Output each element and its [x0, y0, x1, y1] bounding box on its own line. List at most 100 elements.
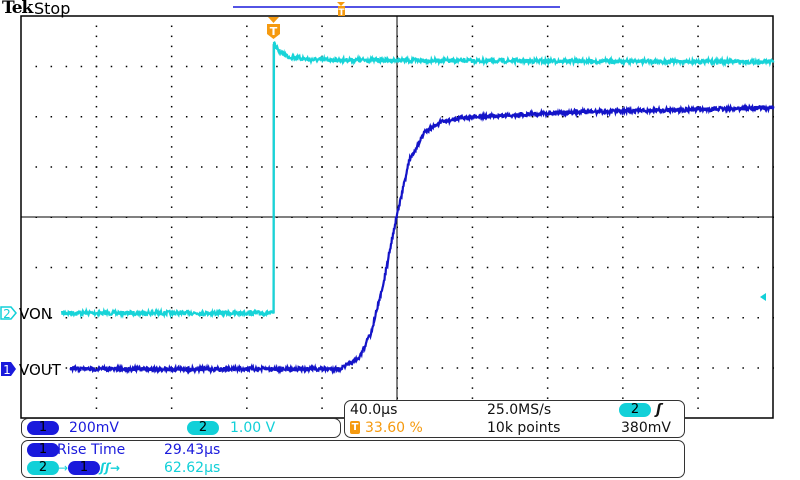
ch1-ground-marker-icon: 1: [1, 362, 16, 377]
trigger-level-marker-icon: [760, 293, 766, 301]
grid-dot: [246, 407, 248, 409]
grid-dot: [291, 116, 293, 118]
grid-dot: [772, 65, 774, 68]
grid-dot: [321, 136, 323, 138]
grid-dot: [592, 317, 594, 319]
grid-dot: [321, 246, 323, 249]
grid-dot: [622, 166, 624, 168]
grid-dot: [35, 65, 38, 68]
grid-dot: [471, 95, 474, 98]
grid-dot: [170, 45, 173, 48]
grid-dot: [667, 367, 669, 369]
grid-dot: [185, 266, 188, 269]
grid-dot: [561, 116, 564, 118]
grid-dot: [531, 266, 534, 269]
grid-dot: [246, 387, 248, 389]
ch2-badge[interactable]: 2: [187, 421, 219, 435]
grid-dot: [727, 266, 729, 269]
grid-dot: [170, 357, 173, 359]
grid-dot: [95, 186, 98, 188]
grid-dot: [471, 286, 474, 289]
grid-dot: [697, 306, 699, 309]
ch2-label: VON: [19, 305, 52, 323]
grid-dot: [246, 266, 248, 269]
trigger-source-badge[interactable]: 2: [619, 403, 651, 417]
grid-dot: [576, 266, 579, 269]
grid-dot: [546, 357, 549, 359]
grid-dot: [727, 116, 729, 118]
grid-dot: [441, 116, 444, 118]
grid-dot: [170, 186, 173, 188]
grid-dot: [185, 166, 188, 168]
grid-dot: [607, 266, 609, 269]
grid-dot: [546, 176, 549, 178]
grid-dot: [125, 317, 128, 319]
trigger-position-icon: T: [350, 421, 360, 434]
grid-dot: [50, 367, 53, 369]
grid-dot: [336, 317, 338, 319]
arrow-icon: →: [58, 461, 69, 475]
grid-dot: [622, 246, 624, 249]
grid-dot: [170, 146, 173, 148]
grid-dot: [697, 357, 699, 359]
ch2-scale: 1.00 V: [230, 420, 276, 436]
vertical-scale-panel[interactable]: 1 200mV 2 1.00 V: [21, 418, 341, 438]
grid-dot: [531, 367, 534, 369]
grid-dot: [637, 367, 639, 369]
grid-dot: [155, 317, 158, 319]
meas2-value: 62.62µs: [164, 460, 221, 476]
grid-dot: [697, 387, 699, 389]
grid-dot: [546, 327, 549, 329]
grid-dot: [546, 397, 549, 399]
trace-vout: [69, 102, 775, 375]
grid-dot: [366, 116, 368, 118]
grid-dot: [155, 116, 158, 118]
timebase-trigger-panel[interactable]: 40.0µs 25.0MS/s 2 ʃ T 33.60 % 10k points…: [344, 400, 685, 438]
grid-dot: [246, 317, 248, 319]
grid-dot: [501, 317, 504, 319]
grid-dot: [170, 126, 173, 128]
measurements-panel[interactable]: 1 Rise Time 29.43µs 2 → 1 ʃʃ→ 62.62µs: [21, 440, 685, 478]
grid-dot: [246, 176, 248, 178]
grid-dot: [35, 266, 38, 269]
grid-dot: [35, 166, 38, 168]
grid-dot: [185, 65, 188, 68]
grid-dot: [426, 367, 429, 369]
grid-dot: [170, 35, 173, 38]
grid-dot: [95, 65, 98, 68]
grid-dot: [246, 397, 248, 399]
grid-dot: [697, 55, 699, 58]
grid-dot: [140, 317, 143, 319]
grid-dot: [95, 116, 98, 118]
grid-dot: [95, 256, 98, 259]
grid-dot: [546, 296, 549, 299]
grid-dot: [471, 176, 474, 178]
ch1-badge[interactable]: 1: [27, 421, 59, 435]
grid-dot: [95, 55, 98, 58]
grid-dot: [95, 25, 98, 28]
grid-dot: [772, 367, 774, 369]
grid-dot: [441, 367, 444, 369]
grid-dot: [231, 266, 233, 269]
grid-dot: [170, 407, 173, 409]
grid-dot: [471, 25, 474, 28]
grid-dot: [772, 166, 774, 168]
grid-dot: [95, 367, 98, 369]
grid-dot: [742, 367, 744, 369]
grid-dot: [261, 116, 263, 118]
grid-dot: [246, 146, 248, 148]
grid-dot: [546, 236, 549, 239]
grid-dot: [546, 126, 549, 128]
grid-dot: [246, 236, 248, 239]
grid-dot: [276, 317, 278, 319]
grid-dot: [546, 116, 549, 118]
trigger-level: 380mV: [621, 420, 671, 436]
grid-dot: [456, 317, 459, 319]
grid-dot: [321, 296, 323, 299]
record-length: 10k points: [487, 420, 561, 436]
grid-dot: [471, 105, 474, 108]
grid-dot: [321, 146, 323, 148]
grid-dot: [306, 266, 308, 269]
grid-dot: [95, 45, 98, 48]
grid-dot: [637, 116, 639, 118]
